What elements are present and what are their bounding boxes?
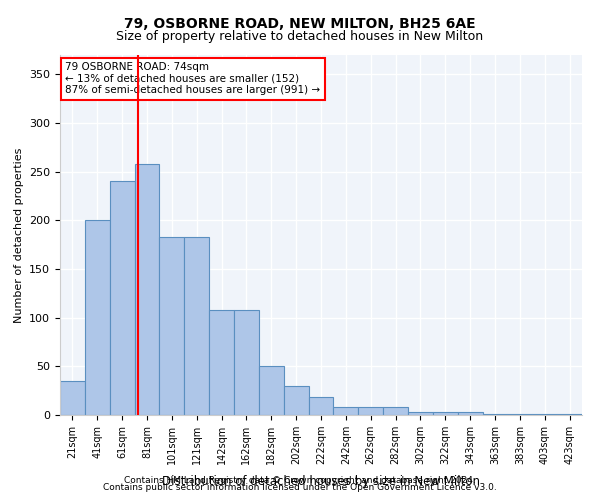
Bar	[85, 220, 110, 415]
Bar	[532, 414, 557, 415]
Bar	[134, 164, 160, 415]
Text: Contains public sector information licensed under the Open Government Licence v3: Contains public sector information licen…	[103, 484, 497, 492]
Text: Contains HM Land Registry data © Crown copyright and database right 2024.: Contains HM Land Registry data © Crown c…	[124, 476, 476, 485]
Bar	[110, 182, 134, 415]
Bar	[508, 414, 532, 415]
Bar	[433, 412, 458, 415]
Bar	[209, 310, 234, 415]
Bar	[557, 414, 582, 415]
Bar	[383, 407, 408, 415]
Text: 79, OSBORNE ROAD, NEW MILTON, BH25 6AE: 79, OSBORNE ROAD, NEW MILTON, BH25 6AE	[124, 18, 476, 32]
Bar	[184, 237, 209, 415]
Text: 79 OSBORNE ROAD: 74sqm
← 13% of detached houses are smaller (152)
87% of semi-de: 79 OSBORNE ROAD: 74sqm ← 13% of detached…	[65, 62, 320, 96]
X-axis label: Distribution of detached houses by size in New Milton: Distribution of detached houses by size …	[162, 476, 480, 488]
Text: Size of property relative to detached houses in New Milton: Size of property relative to detached ho…	[116, 30, 484, 43]
Bar	[334, 407, 358, 415]
Bar	[259, 366, 284, 415]
Bar	[284, 386, 308, 415]
Bar	[358, 407, 383, 415]
Bar	[160, 237, 184, 415]
Bar	[234, 310, 259, 415]
Bar	[308, 398, 334, 415]
Bar	[408, 412, 433, 415]
Y-axis label: Number of detached properties: Number of detached properties	[14, 148, 23, 322]
Bar	[458, 412, 482, 415]
Bar	[482, 414, 508, 415]
Bar	[60, 381, 85, 415]
